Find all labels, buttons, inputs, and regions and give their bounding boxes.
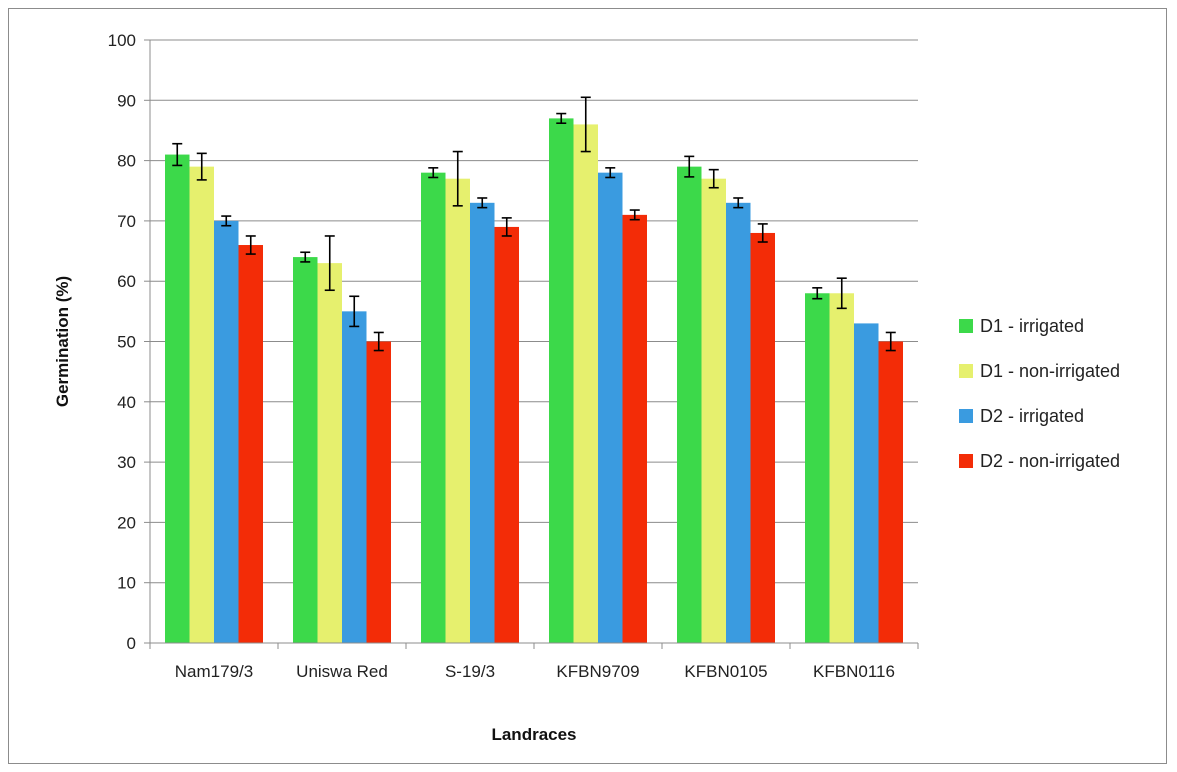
- y-axis-title: Germination (%): [53, 276, 72, 407]
- legend-swatch: [959, 454, 973, 468]
- x-tick-label: S-19/3: [445, 662, 495, 681]
- x-tick-label: Nam179/3: [175, 662, 253, 681]
- x-tick-label: KFBN0116: [813, 662, 895, 681]
- legend: D1 - irrigated D1 - non-irrigated D2 - irr…: [959, 316, 1120, 471]
- legend-label: D1 - irrigated: [980, 316, 1084, 336]
- y-tick-label: 30: [117, 453, 136, 472]
- bar: [342, 311, 367, 643]
- bar: [189, 166, 214, 643]
- bar: [293, 257, 318, 643]
- bar: [317, 263, 342, 643]
- bar: [214, 220, 239, 643]
- bar: [598, 172, 623, 643]
- y-tick-labels: 0 10 20 30 40 50 60 70 80 90 100: [108, 31, 136, 653]
- bar: [549, 118, 574, 643]
- x-tick-label: Uniswa Red: [296, 662, 388, 681]
- bar: [622, 214, 647, 643]
- y-tick-label: 40: [117, 393, 136, 412]
- bar: [701, 178, 726, 643]
- legend-swatch: [959, 364, 973, 378]
- y-tick-label: 20: [117, 513, 136, 532]
- legend-swatch: [959, 319, 973, 333]
- bar: [878, 341, 903, 643]
- bars: [165, 118, 903, 644]
- y-tick-label: 60: [117, 272, 136, 291]
- legend-label: D2 - non-irrigated: [980, 451, 1120, 471]
- y-tick-label: 0: [127, 634, 136, 653]
- bar: [366, 341, 391, 643]
- bar: [750, 232, 775, 643]
- y-tick-label: 90: [117, 91, 136, 110]
- bar: [677, 166, 702, 643]
- bar: [421, 172, 446, 643]
- x-tick-labels: Nam179/3 Uniswa Red S-19/3 KFBN9709 KFBN0105…: [175, 662, 895, 681]
- legend-label: D1 - non-irrigated: [980, 361, 1120, 381]
- x-axis-title: Landraces: [491, 725, 576, 744]
- bar: [165, 154, 190, 643]
- bar: [573, 124, 598, 644]
- x-tick-label: KFBN0105: [684, 662, 767, 681]
- y-tick-label: 80: [117, 152, 136, 171]
- legend-label: D2 - irrigated: [980, 406, 1084, 426]
- bar: [854, 323, 879, 643]
- x-tick-label: KFBN9709: [556, 662, 639, 681]
- y-tick-label: 50: [117, 333, 136, 352]
- bar: [829, 293, 854, 643]
- y-tick-label: 100: [108, 31, 136, 50]
- bar: [470, 202, 495, 643]
- bar: [805, 293, 830, 643]
- axes: [149, 40, 919, 649]
- bar: [494, 226, 519, 643]
- bar: [726, 202, 751, 643]
- y-tick-label: 10: [117, 574, 136, 593]
- bar: [238, 245, 263, 643]
- legend-swatch: [959, 409, 973, 423]
- y-tick-label: 70: [117, 212, 136, 231]
- error-bars: [172, 96, 896, 352]
- gridlines: [144, 39, 918, 644]
- bar: [445, 178, 470, 643]
